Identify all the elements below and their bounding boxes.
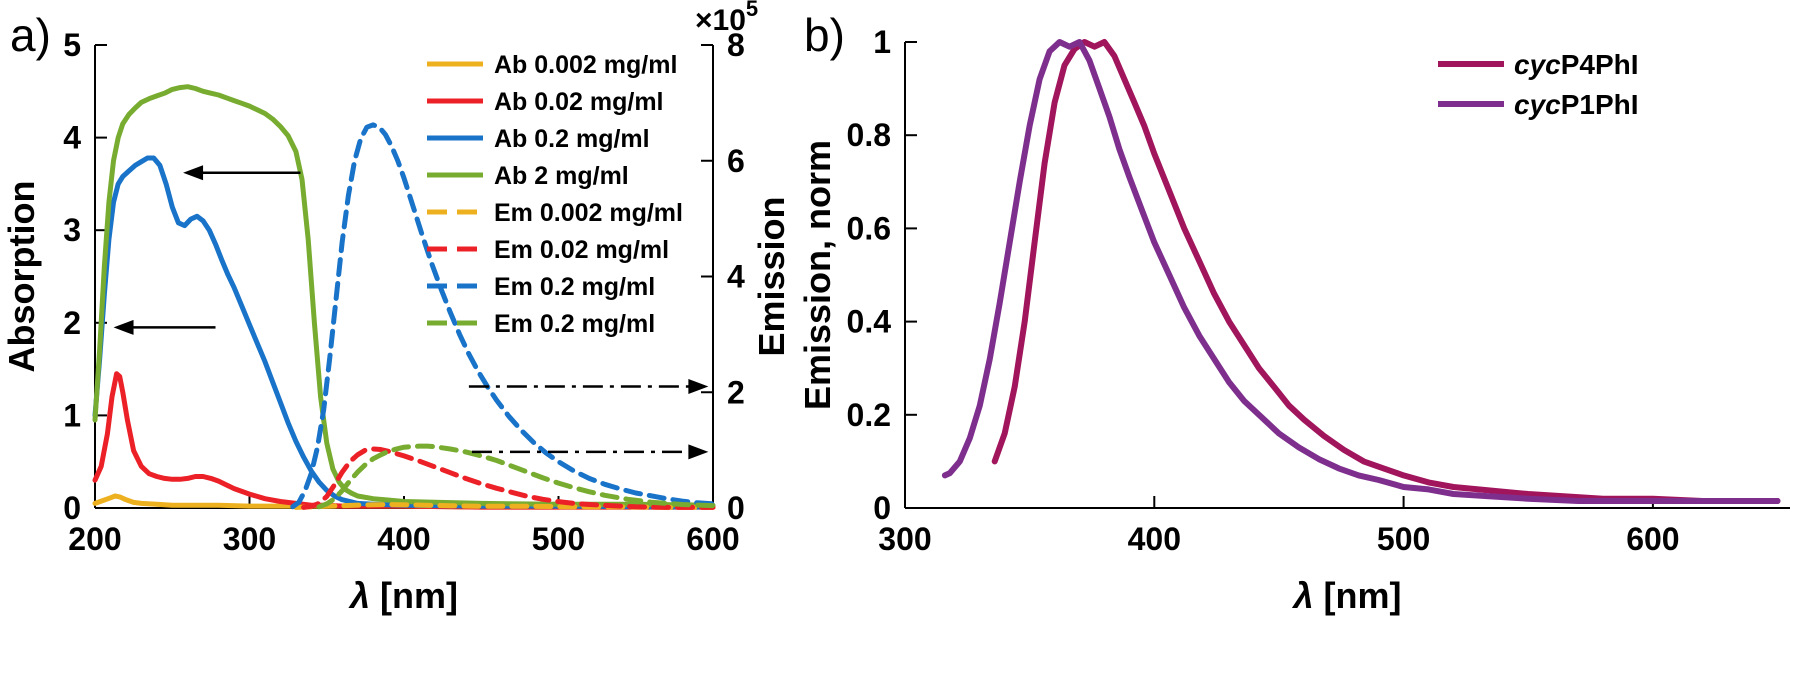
y-tick-label: 0.8	[847, 117, 891, 153]
y-tick-label-left: 2	[63, 305, 81, 341]
y-tick-label-left: 0	[63, 490, 81, 526]
x-axis-label: λ [nm]	[348, 575, 458, 616]
series-em-0-02-mg-ml	[301, 446, 716, 510]
annotation-arrow-head	[183, 165, 204, 181]
legend-label: Ab 0.02 mg/ml	[494, 88, 664, 116]
y-tick-label: 1	[873, 24, 891, 60]
legend-label: Em 0.02 mg/ml	[494, 236, 669, 264]
y-tick-label-right: 0	[727, 490, 745, 526]
y-tick-label: 0.4	[847, 304, 892, 340]
y-tick-label: 0.6	[847, 210, 891, 246]
legend-label: Em 0.2 mg/ml	[494, 273, 655, 301]
y-tick-label-left: 5	[63, 27, 81, 63]
legend-label: Em 0.2 mg/ml	[494, 310, 655, 338]
legend-item: Ab 0.2 mg/ml	[427, 125, 650, 153]
legend-item: Em 0.02 mg/ml	[427, 236, 669, 264]
series-cycp4phi	[991, 39, 1781, 504]
x-tick-label: 400	[377, 521, 430, 557]
legend-label: Ab 2 mg/ml	[494, 162, 629, 190]
x-tick-label: 400	[1128, 521, 1181, 557]
legend-label: cycP4PhI	[1514, 49, 1639, 80]
x-tick-label: 300	[223, 521, 276, 557]
panel-a-tag: a)	[10, 9, 51, 61]
y-tick-label: 0	[873, 490, 891, 526]
panel-b-tag: b)	[804, 9, 845, 61]
legend-item: Em 0.2 mg/ml	[427, 273, 655, 301]
y-tick-label-left: 1	[63, 397, 81, 433]
annotation-arrow-head	[688, 444, 709, 460]
y-axis-label: Emission, norm	[800, 140, 838, 410]
y-tick-label-left: 3	[63, 212, 81, 248]
series-ab-0-02-mg-ml	[92, 371, 716, 510]
normalized-emission-chart: 300 400 500 600 0 0.2 0.4 0.6 0.8 1 Emission, norm…	[800, 24, 1790, 616]
annotation-arrow-head	[688, 378, 709, 394]
series-em-0-002-mg-ml	[293, 502, 716, 510]
legend-item: Ab 0.02 mg/ml	[427, 88, 664, 116]
x-tick-label: 200	[68, 521, 121, 557]
series-ab-2-mg-ml	[92, 84, 716, 508]
legend-label: cycP1PhI	[1514, 89, 1639, 120]
right-axis-exponent-label: ×105	[695, 0, 758, 37]
y-tick-label-left: 4	[63, 120, 81, 156]
y-tick-label: 0.2	[847, 397, 891, 433]
legend-item: Em 0.2 mg/ml	[427, 310, 655, 338]
series-cycp1phi	[941, 39, 1781, 504]
y-tick-label-right: 2	[727, 374, 745, 410]
legend-item: cycP1PhI	[1438, 89, 1639, 120]
legend-item: cycP4PhI	[1438, 49, 1639, 80]
x-axis-label: λ [nm]	[1291, 575, 1401, 616]
y-tick-label-right: 8	[727, 27, 745, 63]
legend-label: Ab 0.2 mg/ml	[494, 125, 650, 153]
series-ab-0-2-mg-ml	[92, 155, 716, 510]
y-axis-label-left: Absorption	[1, 181, 42, 373]
x-tick-label: 300	[878, 521, 931, 557]
y-tick-label-right: 6	[727, 143, 745, 179]
y-tick-label-right: 4	[727, 259, 745, 295]
absorption-emission-chart: 200 300 400 500 60001234502468×105Absorption…	[1, 0, 792, 616]
legend-label: Em 0.002 mg/ml	[494, 199, 683, 227]
legend-label: Ab 0.002 mg/ml	[494, 51, 677, 79]
x-tick-label: 600	[1626, 521, 1679, 557]
series-em-0-2-mg-ml	[316, 443, 716, 510]
annotation-arrow-head	[113, 319, 134, 335]
x-tick-label: 500	[1377, 521, 1430, 557]
y-axis-label-right: Emission	[751, 196, 792, 356]
legend-item: Em 0.002 mg/ml	[427, 199, 683, 227]
x-tick-label: 500	[532, 521, 585, 557]
series-em-0-2-mg-ml	[290, 122, 716, 510]
x-tick-label: 600	[686, 521, 739, 557]
legend-item: Ab 2 mg/ml	[427, 162, 629, 190]
legend-item: Ab 0.002 mg/ml	[427, 51, 677, 79]
